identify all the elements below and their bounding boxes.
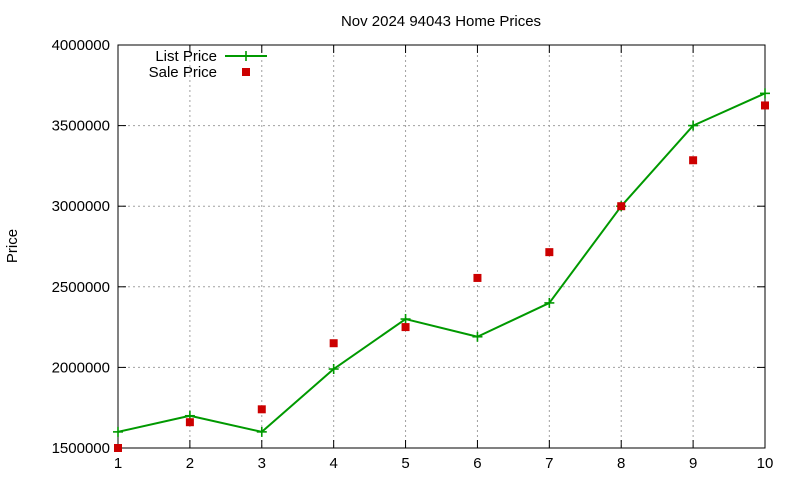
list-price-point <box>544 297 555 308</box>
x-tick-label: 3 <box>258 455 266 472</box>
list-price-point <box>760 88 770 99</box>
chart-title: Nov 2024 94043 Home Prices <box>341 13 541 30</box>
y-tick-label: 3500000 <box>52 118 110 135</box>
x-axis-ticks: 1 2 3 4 5 6 7 8 9 10 <box>114 45 774 472</box>
list-price-point <box>400 314 411 325</box>
list-price-line <box>117 92 766 433</box>
y-axis-label: Price <box>4 229 21 263</box>
y-tick-label: 4000000 <box>52 37 110 54</box>
sale-price-point <box>473 273 482 282</box>
x-tick-label: 6 <box>473 455 481 472</box>
x-tick-label: 10 <box>757 455 774 472</box>
list-price-point <box>256 426 267 437</box>
sale-price-point <box>329 339 338 348</box>
legend-label: Sale Price <box>149 64 217 81</box>
x-tick-label: 9 <box>689 455 697 472</box>
list-price-point <box>328 364 339 375</box>
sale-price-point <box>185 418 194 427</box>
x-tick-label: 2 <box>186 455 194 472</box>
y-tick-label: 2500000 <box>52 279 110 296</box>
sale-price-point <box>545 248 554 257</box>
list-price-point <box>113 426 123 437</box>
sale-price-point <box>257 405 266 414</box>
y-tick-label: 3000000 <box>52 198 110 215</box>
series-list-price <box>113 88 770 437</box>
sale-price-point <box>114 444 122 452</box>
legend-square-marker <box>242 68 250 76</box>
list-price-point <box>688 120 699 131</box>
y-axis-ticks: 1500000 2000000 2500000 3000000 3500000 40000… <box>52 37 765 457</box>
list-price-point <box>472 331 483 342</box>
series-sale-price <box>114 101 769 452</box>
sale-price-point <box>617 202 626 211</box>
legend-label: List Price <box>155 48 217 65</box>
series-layer <box>113 88 770 452</box>
plot-frame <box>117 44 766 449</box>
sale-price-point <box>689 156 698 165</box>
sale-price-point <box>761 101 769 110</box>
sale-price-point <box>401 323 410 332</box>
x-tick-label: 8 <box>617 455 625 472</box>
x-tick-label: 4 <box>329 455 337 472</box>
x-tick-label: 7 <box>545 455 553 472</box>
x-tick-label: 1 <box>114 455 122 472</box>
y-tick-label: 1500000 <box>52 440 110 457</box>
y-tick-label: 2000000 <box>52 359 110 376</box>
x-tick-label: 5 <box>401 455 409 472</box>
grid-lines <box>118 45 765 448</box>
legend-plus-marker <box>241 51 251 61</box>
